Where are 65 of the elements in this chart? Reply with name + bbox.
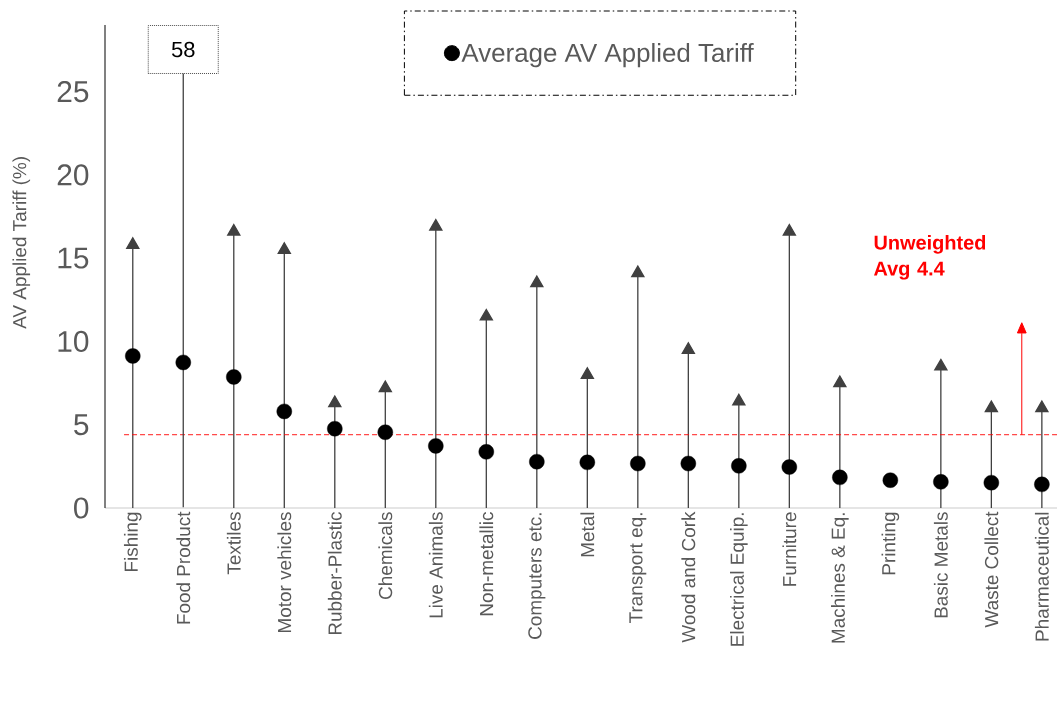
point <box>327 421 343 437</box>
annotation: 58 <box>171 41 195 58</box>
y-tick-label: 20 <box>57 164 89 186</box>
point <box>934 358 948 371</box>
x-tick-label: Furniture <box>782 512 797 586</box>
point <box>631 265 645 278</box>
point <box>781 459 798 475</box>
y-tick-label: 15 <box>58 247 89 269</box>
x-tick-label: Printing <box>881 512 900 575</box>
point <box>732 393 746 406</box>
point <box>276 403 292 420</box>
x-tick-label: Live Animals <box>428 512 443 618</box>
point <box>681 342 696 354</box>
x-tick-label: Basic Metals <box>933 512 948 618</box>
x-tick-label: Machines & Eq. <box>831 513 849 643</box>
point <box>328 395 342 408</box>
point <box>378 380 393 393</box>
x-tick-label: Waste Collect <box>984 511 999 628</box>
point <box>530 275 544 288</box>
point <box>479 308 494 321</box>
x-tick-label: Food Product <box>176 511 191 624</box>
x-tick-label: Rubber-Plastic <box>327 512 342 635</box>
point <box>933 474 949 490</box>
point <box>680 455 697 472</box>
legend-label: Average AV Applied Tariff <box>461 43 754 68</box>
x-tick-label: Wood and Cork <box>681 511 696 643</box>
x-tick-label: Computers etc. <box>528 513 546 639</box>
point <box>175 354 191 371</box>
y-tick-label: 10 <box>58 330 89 353</box>
point <box>226 369 242 385</box>
x-tick-label: Non-metallic <box>479 512 494 616</box>
point <box>579 454 596 471</box>
point <box>529 454 545 470</box>
point <box>1034 476 1050 493</box>
x-tick-label: Electrical Equip. <box>730 513 748 646</box>
y-tick-label: 0 <box>74 497 89 519</box>
x-tick-label: Motor vehicles <box>277 512 292 632</box>
x-tick-label: Textiles <box>226 512 241 575</box>
point <box>983 474 1000 491</box>
point <box>227 223 241 236</box>
point <box>984 400 999 413</box>
x-tick-label: Chemicals <box>378 512 393 599</box>
point <box>782 223 797 236</box>
x-tick-label: Transport eq. <box>629 513 647 623</box>
point <box>882 472 899 488</box>
point <box>833 375 847 388</box>
x-tick-label: Metal <box>580 512 595 557</box>
point <box>478 444 495 460</box>
point <box>126 237 140 249</box>
point <box>630 455 646 472</box>
point <box>832 469 848 486</box>
point <box>377 424 393 440</box>
y-tick-label: 5 <box>74 414 89 436</box>
x-tick-label: Pharmaceutical <box>1034 512 1049 641</box>
point <box>125 348 141 364</box>
point <box>731 458 747 474</box>
y-axis-title: AV Applied Tariff (%) <box>12 157 31 329</box>
point <box>428 438 444 454</box>
point <box>277 242 292 254</box>
point <box>1035 400 1049 413</box>
x-tick-label: Fishing <box>123 512 142 571</box>
point <box>580 367 595 379</box>
point <box>429 218 443 231</box>
y-tick-label: 25 <box>57 81 89 103</box>
ref-line-label: Unweighted Avg 4.4 <box>873 235 986 280</box>
